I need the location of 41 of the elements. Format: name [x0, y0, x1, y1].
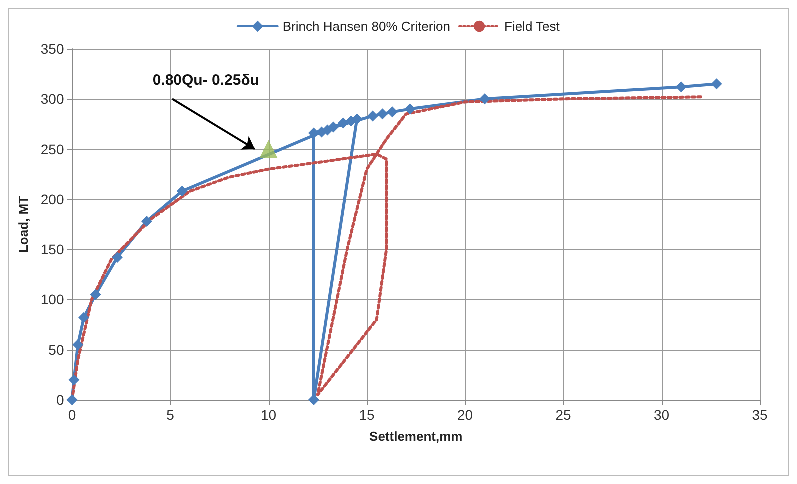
y-axis-title: Load, MT — [16, 196, 31, 254]
point — [377, 108, 388, 120]
point — [66, 394, 78, 406]
legend-label: Brinch Hansen 80% Criterion — [282, 19, 451, 34]
y-tick-label: 50 — [48, 342, 64, 358]
y-tick-label: 0 — [56, 392, 64, 408]
y-tick-label: 200 — [40, 191, 64, 208]
point — [676, 82, 687, 93]
x-tick-label: 25 — [556, 407, 572, 423]
y-tick-label: 150 — [40, 242, 64, 258]
point — [308, 394, 320, 406]
x-tick-label: 0 — [68, 407, 76, 423]
x-tick-label: 30 — [654, 407, 670, 423]
y-tick-label: 350 — [40, 41, 64, 57]
point — [141, 216, 152, 227]
point — [711, 78, 722, 90]
point — [78, 312, 90, 324]
x-axis-title: Settlement,mm — [370, 429, 463, 444]
x-tick-label: 35 — [752, 407, 768, 423]
point — [387, 106, 398, 118]
point — [328, 122, 340, 133]
x-tick-label: 5 — [166, 407, 175, 423]
point — [338, 118, 349, 129]
point — [68, 374, 80, 386]
point — [176, 186, 188, 197]
point — [72, 339, 84, 350]
annotation: 0.80Qu- 0.25δu — [152, 72, 260, 90]
y-tick-label: 100 — [40, 292, 64, 308]
point — [367, 110, 378, 122]
x-tick-label: 10 — [260, 407, 277, 423]
x-tick-label: 15 — [359, 407, 375, 423]
point — [404, 104, 416, 115]
point — [352, 114, 363, 125]
y-tick-label: 250 — [40, 141, 64, 158]
y-tick-label: 300 — [40, 91, 64, 108]
legend-label: Field Test — [504, 19, 560, 34]
x-tick-label: 20 — [457, 407, 474, 423]
point — [479, 94, 490, 105]
point — [260, 140, 278, 158]
point — [90, 289, 102, 300]
point — [112, 252, 123, 264]
